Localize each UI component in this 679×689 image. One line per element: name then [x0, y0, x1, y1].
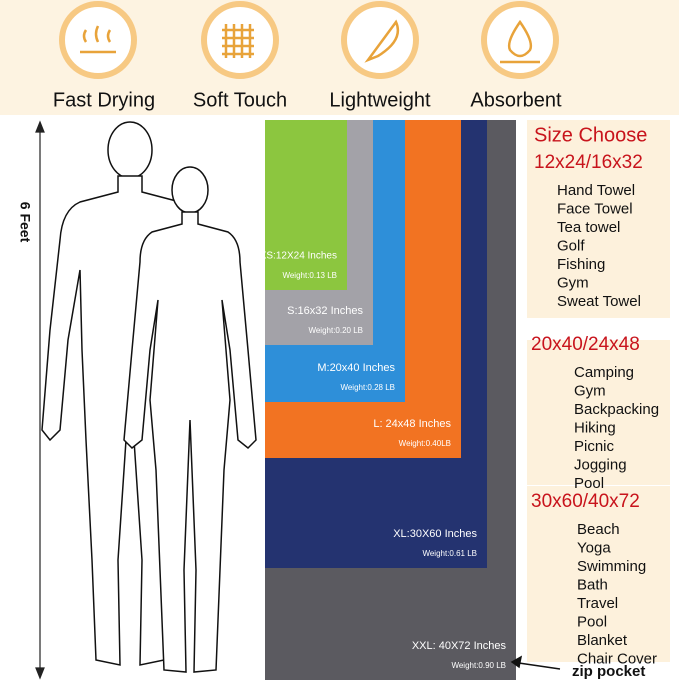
feature-label: Fast Drying [53, 89, 155, 111]
section-item: Gym [574, 382, 606, 399]
feature-label: Absorbent [470, 89, 562, 111]
section-item: Fishing [557, 256, 605, 273]
section-item: Bath [577, 576, 608, 593]
section-item: Backpacking [574, 401, 659, 418]
towel-size: M:20x40 Inches [317, 362, 395, 374]
towel-size: XL:30X60 Inches [393, 528, 477, 540]
glyph [500, 19, 540, 64]
arrow-heads [35, 120, 45, 680]
section-item: Swimming [577, 558, 646, 575]
icon [341, 1, 419, 79]
section-item: Hiking [574, 419, 616, 436]
section-item: Camping [574, 364, 634, 381]
section-item: Tea towel [557, 219, 620, 236]
feature-labels: Fast Drying Soft Touch Lightweight Absorben… [53, 89, 562, 111]
section-item: Sweat Towel [557, 293, 641, 310]
icon [201, 1, 279, 79]
arrow-head [510, 655, 523, 669]
section-item: Golf [557, 237, 585, 254]
towel-size: XS:12X24 Inches [260, 251, 337, 262]
man-head [107, 121, 153, 179]
sidebar-box [527, 340, 670, 485]
section-item: Blanket [577, 632, 628, 649]
section-item: Yoga [577, 539, 611, 556]
towel-size: S:16x32 Inches [287, 305, 363, 317]
section-item: Chair Cover [577, 650, 657, 667]
section-item: Pool [574, 475, 604, 492]
towel-weight: Weight:0.61 LB [422, 549, 477, 558]
towel-size: L: 24x48 Inches [373, 418, 451, 430]
icons [59, 1, 559, 79]
silhouettes [41, 121, 257, 673]
glyph [80, 25, 116, 54]
icon [481, 1, 559, 79]
sidebar-box [527, 120, 670, 318]
woman-body [123, 211, 257, 673]
towel-weight: Weight:0.90 LB [451, 661, 506, 670]
section-heading: 30x60/40x72 [531, 491, 640, 512]
glyph [364, 19, 400, 63]
sidebar-title: Size Choose [534, 124, 647, 146]
section-item: Gym [557, 274, 589, 291]
sidebar-box [527, 486, 670, 662]
zip-arrow [510, 655, 561, 670]
towel [265, 120, 347, 290]
feature-label: Soft Touch [193, 89, 287, 111]
towel-weight: Weight:0.20 LB [308, 326, 363, 335]
section-item: Hand Towel [557, 182, 635, 199]
feature-label: Lightweight [329, 89, 431, 111]
zip-label: zip pocket [572, 663, 645, 680]
towels: XXL: 40X72 Inches Weight:0.90 LB XL:30X60 … [260, 120, 516, 680]
section-item: Beach [577, 521, 620, 538]
towel-weight: Weight:0.13 LB [282, 271, 337, 280]
section-heading: 12x24/16x32 [534, 152, 643, 173]
icon-glyphs [80, 19, 540, 64]
towel-weight: Weight:0.40LB [399, 439, 451, 448]
section-heading: 20x40/24x48 [531, 334, 640, 355]
height-label: 6 Feet [17, 202, 33, 243]
section-item: Pool [577, 613, 607, 630]
section-item: Travel [577, 595, 618, 612]
glyph [222, 24, 254, 58]
towel-weight: Weight:0.28 LB [340, 383, 395, 392]
section-item: Face Towel [557, 200, 633, 217]
woman-head [171, 166, 209, 214]
towel-size: XXL: 40X72 Inches [412, 640, 507, 652]
section-item: Jogging [574, 456, 627, 473]
section-item: Picnic [574, 438, 615, 455]
height-arrow [35, 120, 45, 680]
